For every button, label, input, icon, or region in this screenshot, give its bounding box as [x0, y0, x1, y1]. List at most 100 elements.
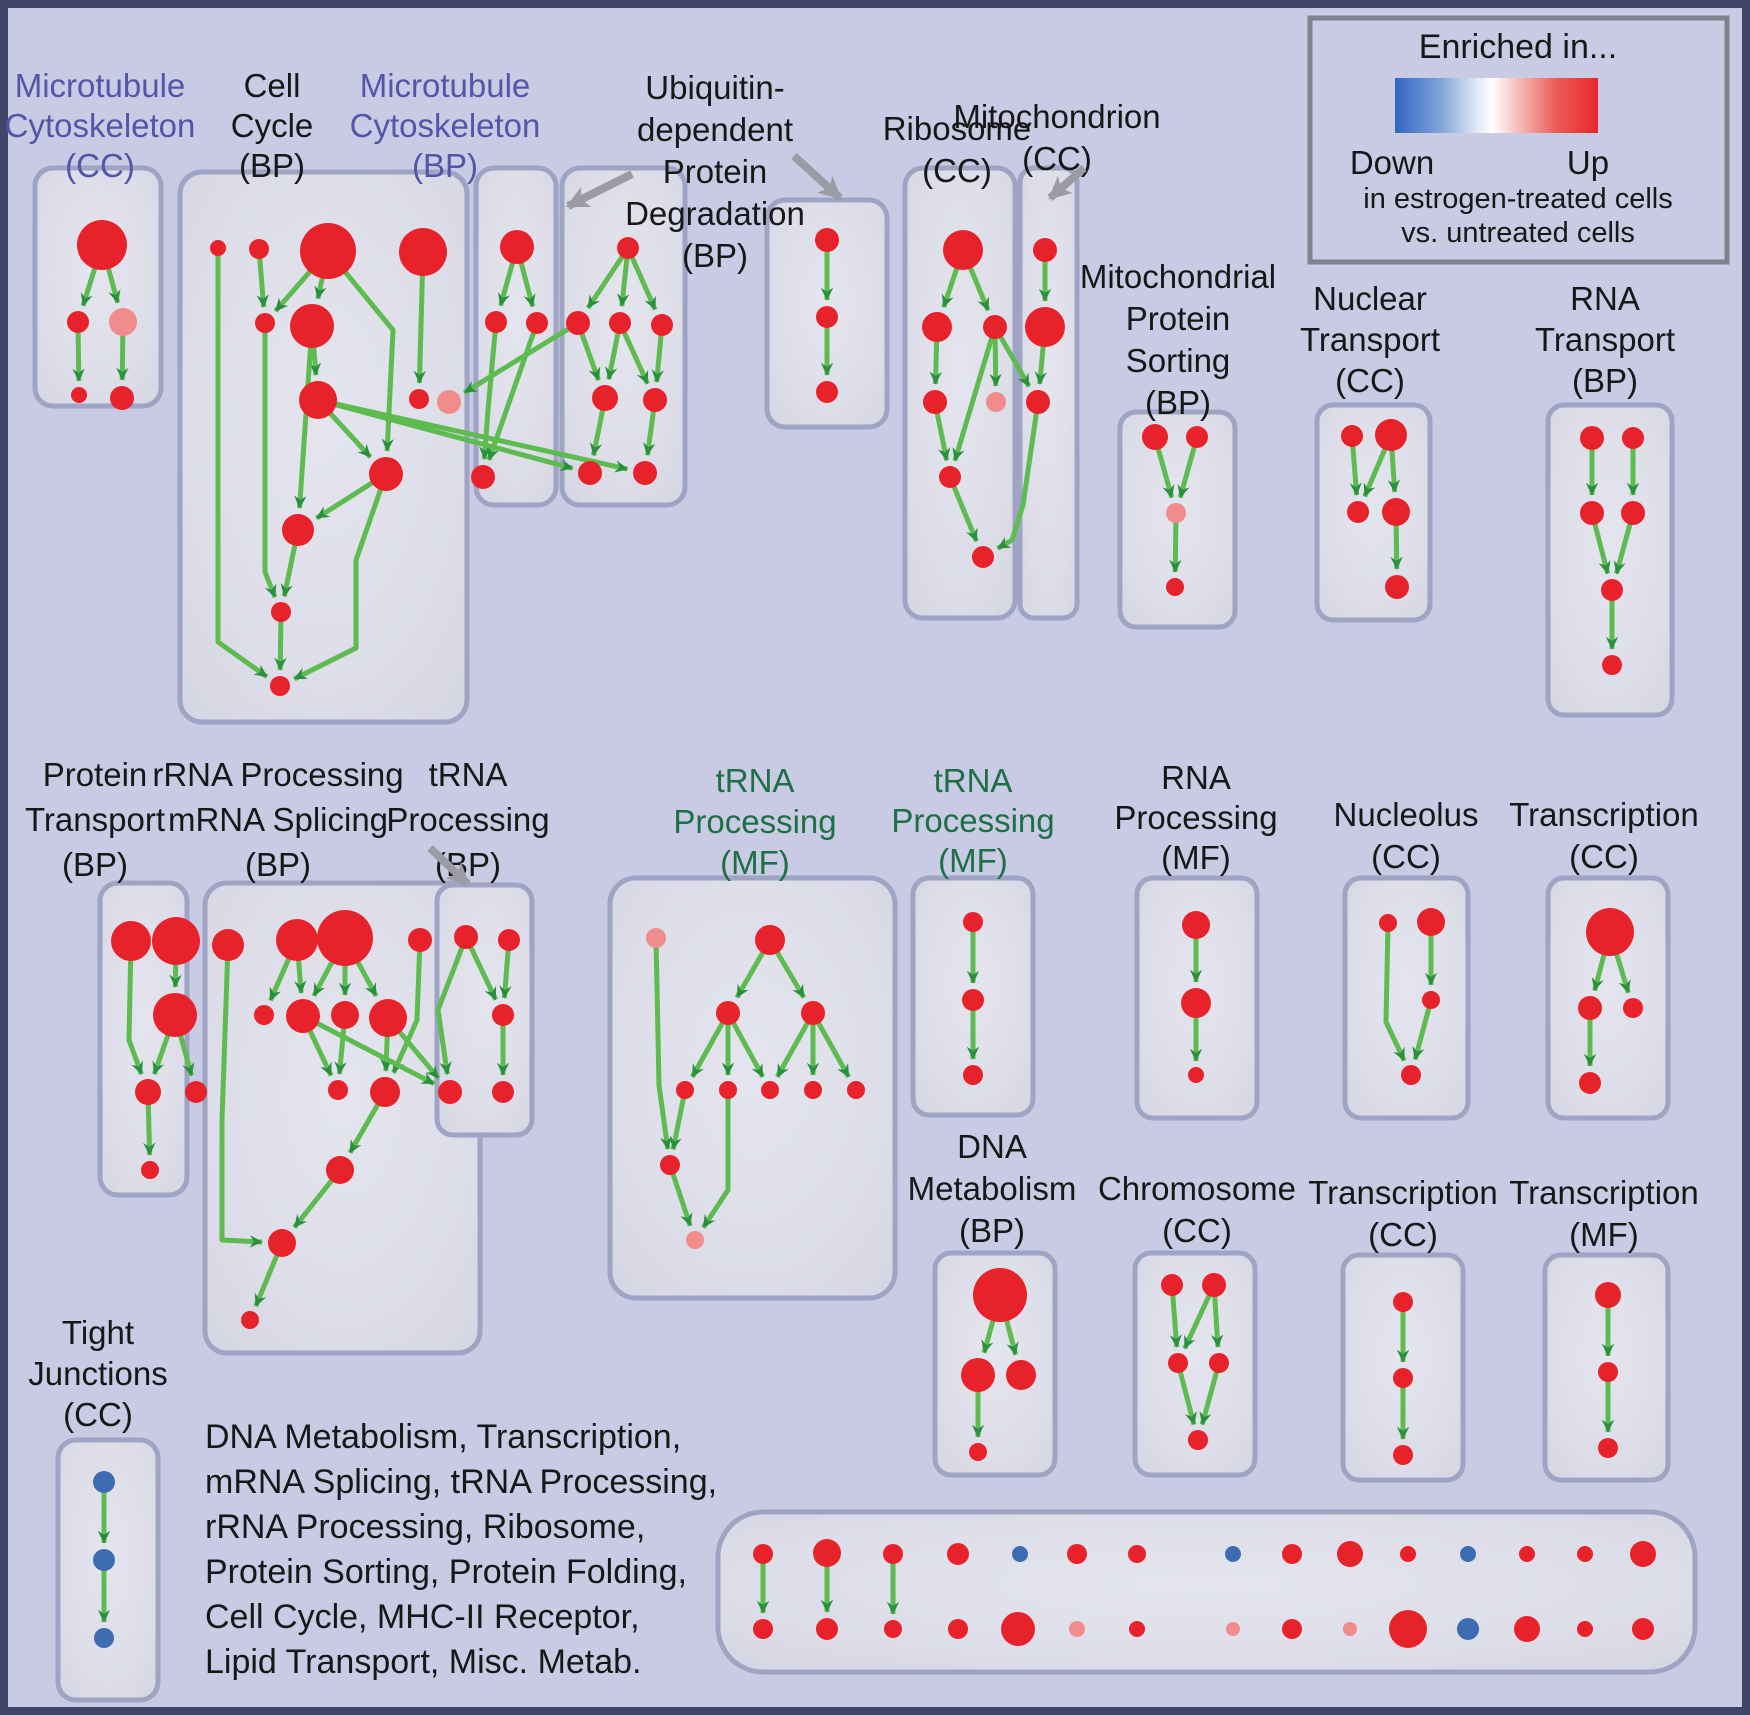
go-term-node-up	[1422, 991, 1440, 1009]
cluster-box-transcription-cc-2	[1340, 1252, 1466, 1483]
go-term-node-up	[947, 1543, 969, 1565]
cluster-label-rna-transport: RNA Transport (BP)	[1535, 280, 1675, 399]
edge-arrow	[219, 944, 263, 1248]
cluster-label-transcription-cc-1: Transcription (CC)	[1509, 796, 1699, 875]
go-term-node-up	[983, 315, 1007, 339]
go-term-node-up	[328, 1080, 348, 1100]
go-term-node-up	[255, 313, 275, 333]
go-term-node-up	[1341, 425, 1363, 447]
cluster-box-nucleolus	[1342, 875, 1471, 1121]
cluster-box-misc	[715, 1509, 1698, 1675]
go-term-node-up	[592, 385, 618, 411]
go-term-node-up	[471, 465, 495, 489]
go-term-node-up	[1623, 998, 1643, 1018]
edge-arrow	[215, 248, 269, 679]
edge-arrow	[293, 473, 389, 682]
go-term-node-up	[1393, 1292, 1413, 1312]
go-term-node-up	[1188, 1430, 1208, 1450]
edge-arrow	[690, 1011, 731, 1079]
go-term-node-down	[1460, 1546, 1476, 1562]
go-term-node-up	[1067, 1544, 1087, 1564]
edge-arrow	[262, 323, 278, 599]
go-term-node-up	[969, 1443, 987, 1461]
go-term-node-up	[408, 928, 432, 952]
go-term-node-up	[500, 230, 534, 264]
cluster-box-mitochondrion	[1017, 165, 1080, 621]
go-term-node-up-weak	[646, 928, 666, 948]
go-term-node-up	[1578, 996, 1602, 1020]
go-term-node-up	[815, 228, 839, 252]
annotation-arrow-trna-bp-to-box	[427, 845, 471, 887]
go-term-node-up	[922, 312, 952, 342]
go-term-node-up	[399, 228, 447, 276]
cluster-box-chromosome	[1132, 1250, 1258, 1478]
go-term-node-up	[1622, 427, 1644, 449]
edge-arrow	[1199, 1362, 1222, 1426]
go-term-node-up	[753, 1544, 773, 1564]
go-term-node-up	[299, 381, 337, 419]
go-term-node-up	[1602, 655, 1622, 675]
go-term-node-up-weak	[1226, 1622, 1240, 1636]
edge-arrow	[653, 937, 673, 1150]
go-term-node-down	[1012, 1546, 1028, 1562]
edge-arrow	[126, 940, 144, 1076]
go-term-node-up	[973, 1268, 1027, 1322]
go-term-node-up	[135, 1079, 161, 1105]
go-term-node-up	[485, 311, 507, 333]
go-term-node-up	[1182, 911, 1210, 939]
edge-arrow	[1175, 1362, 1197, 1426]
edge-arrow	[947, 476, 979, 543]
go-term-node-up	[492, 1081, 514, 1103]
cluster-label-mito-protein-sorting: Mitochondrial Protein Sorting (BP)	[1080, 258, 1276, 421]
go-term-node-up	[1519, 1546, 1535, 1562]
go-term-node-up	[111, 921, 151, 961]
go-term-node-up	[923, 390, 947, 414]
go-term-node-up	[1595, 1282, 1621, 1308]
go-term-node-up	[1621, 501, 1645, 525]
go-term-node-up	[1393, 1368, 1413, 1388]
cluster-label-rrna-processing: rRNA Processing mRNA Splicing (BP)	[152, 756, 403, 883]
go-term-node-down	[93, 1471, 115, 1493]
go-term-node-up	[492, 1004, 514, 1026]
cluster-label-dna-metabolism: DNA Metabolism (BP)	[908, 1128, 1077, 1249]
go-term-node-up	[241, 1311, 259, 1329]
cluster-label-microtubule-bp: Microtubule Cytoskeleton (BP)	[350, 67, 541, 184]
go-term-node-up	[1393, 1445, 1413, 1465]
cluster-label-tight-junctions: Tight Junctions (CC)	[28, 1314, 167, 1433]
go-term-node-up	[1417, 908, 1445, 936]
go-term-node-up	[755, 925, 785, 955]
go-term-node-up	[804, 1081, 822, 1099]
go-term-node-up	[1586, 908, 1634, 956]
go-term-node-up	[1632, 1618, 1654, 1640]
go-term-node-up	[1282, 1544, 1302, 1564]
go-term-node-up	[1142, 424, 1168, 450]
legend-gradient-bar	[1395, 78, 1598, 133]
go-term-node-up	[152, 917, 200, 965]
edge-arrow	[625, 246, 658, 311]
go-term-node-up	[1128, 1545, 1146, 1563]
edge-arrow	[317, 397, 629, 473]
cluster-label-microtubule-cc: Microtubule Cytoskeleton (CC)	[5, 67, 196, 184]
cluster-label-nuclear-transport: Nuclear Transport (CC)	[1300, 280, 1440, 399]
go-term-node-up	[286, 999, 320, 1033]
cluster-box-microtubule-cc	[32, 165, 164, 409]
cluster-box-dna-metabolism	[932, 1250, 1058, 1478]
go-term-node-up	[761, 1081, 779, 1099]
cluster-label-transcription-mf: Transcription (MF)	[1509, 1174, 1699, 1253]
go-term-node-up	[1577, 1546, 1593, 1562]
cluster-box-transcription-cc-1	[1545, 875, 1671, 1121]
go-term-node-up	[716, 1001, 740, 1025]
cluster-label-ribosome: Ribosome (CC)	[883, 110, 1032, 189]
go-term-node-up	[753, 1619, 773, 1639]
go-term-node-up	[271, 602, 291, 622]
go-term-node-up	[963, 912, 983, 932]
go-term-node-up	[1580, 426, 1604, 450]
go-term-node-up-weak	[437, 390, 461, 414]
cluster-label-mitochondrion: Mitochondrion (CC)	[953, 98, 1160, 177]
go-term-node-up	[1382, 498, 1410, 526]
go-term-node-up	[1209, 1353, 1229, 1373]
go-term-node-up	[249, 239, 269, 259]
go-term-node-up	[1181, 988, 1211, 1018]
cluster-label-chromosome: Chromosome (CC)	[1098, 1170, 1296, 1249]
